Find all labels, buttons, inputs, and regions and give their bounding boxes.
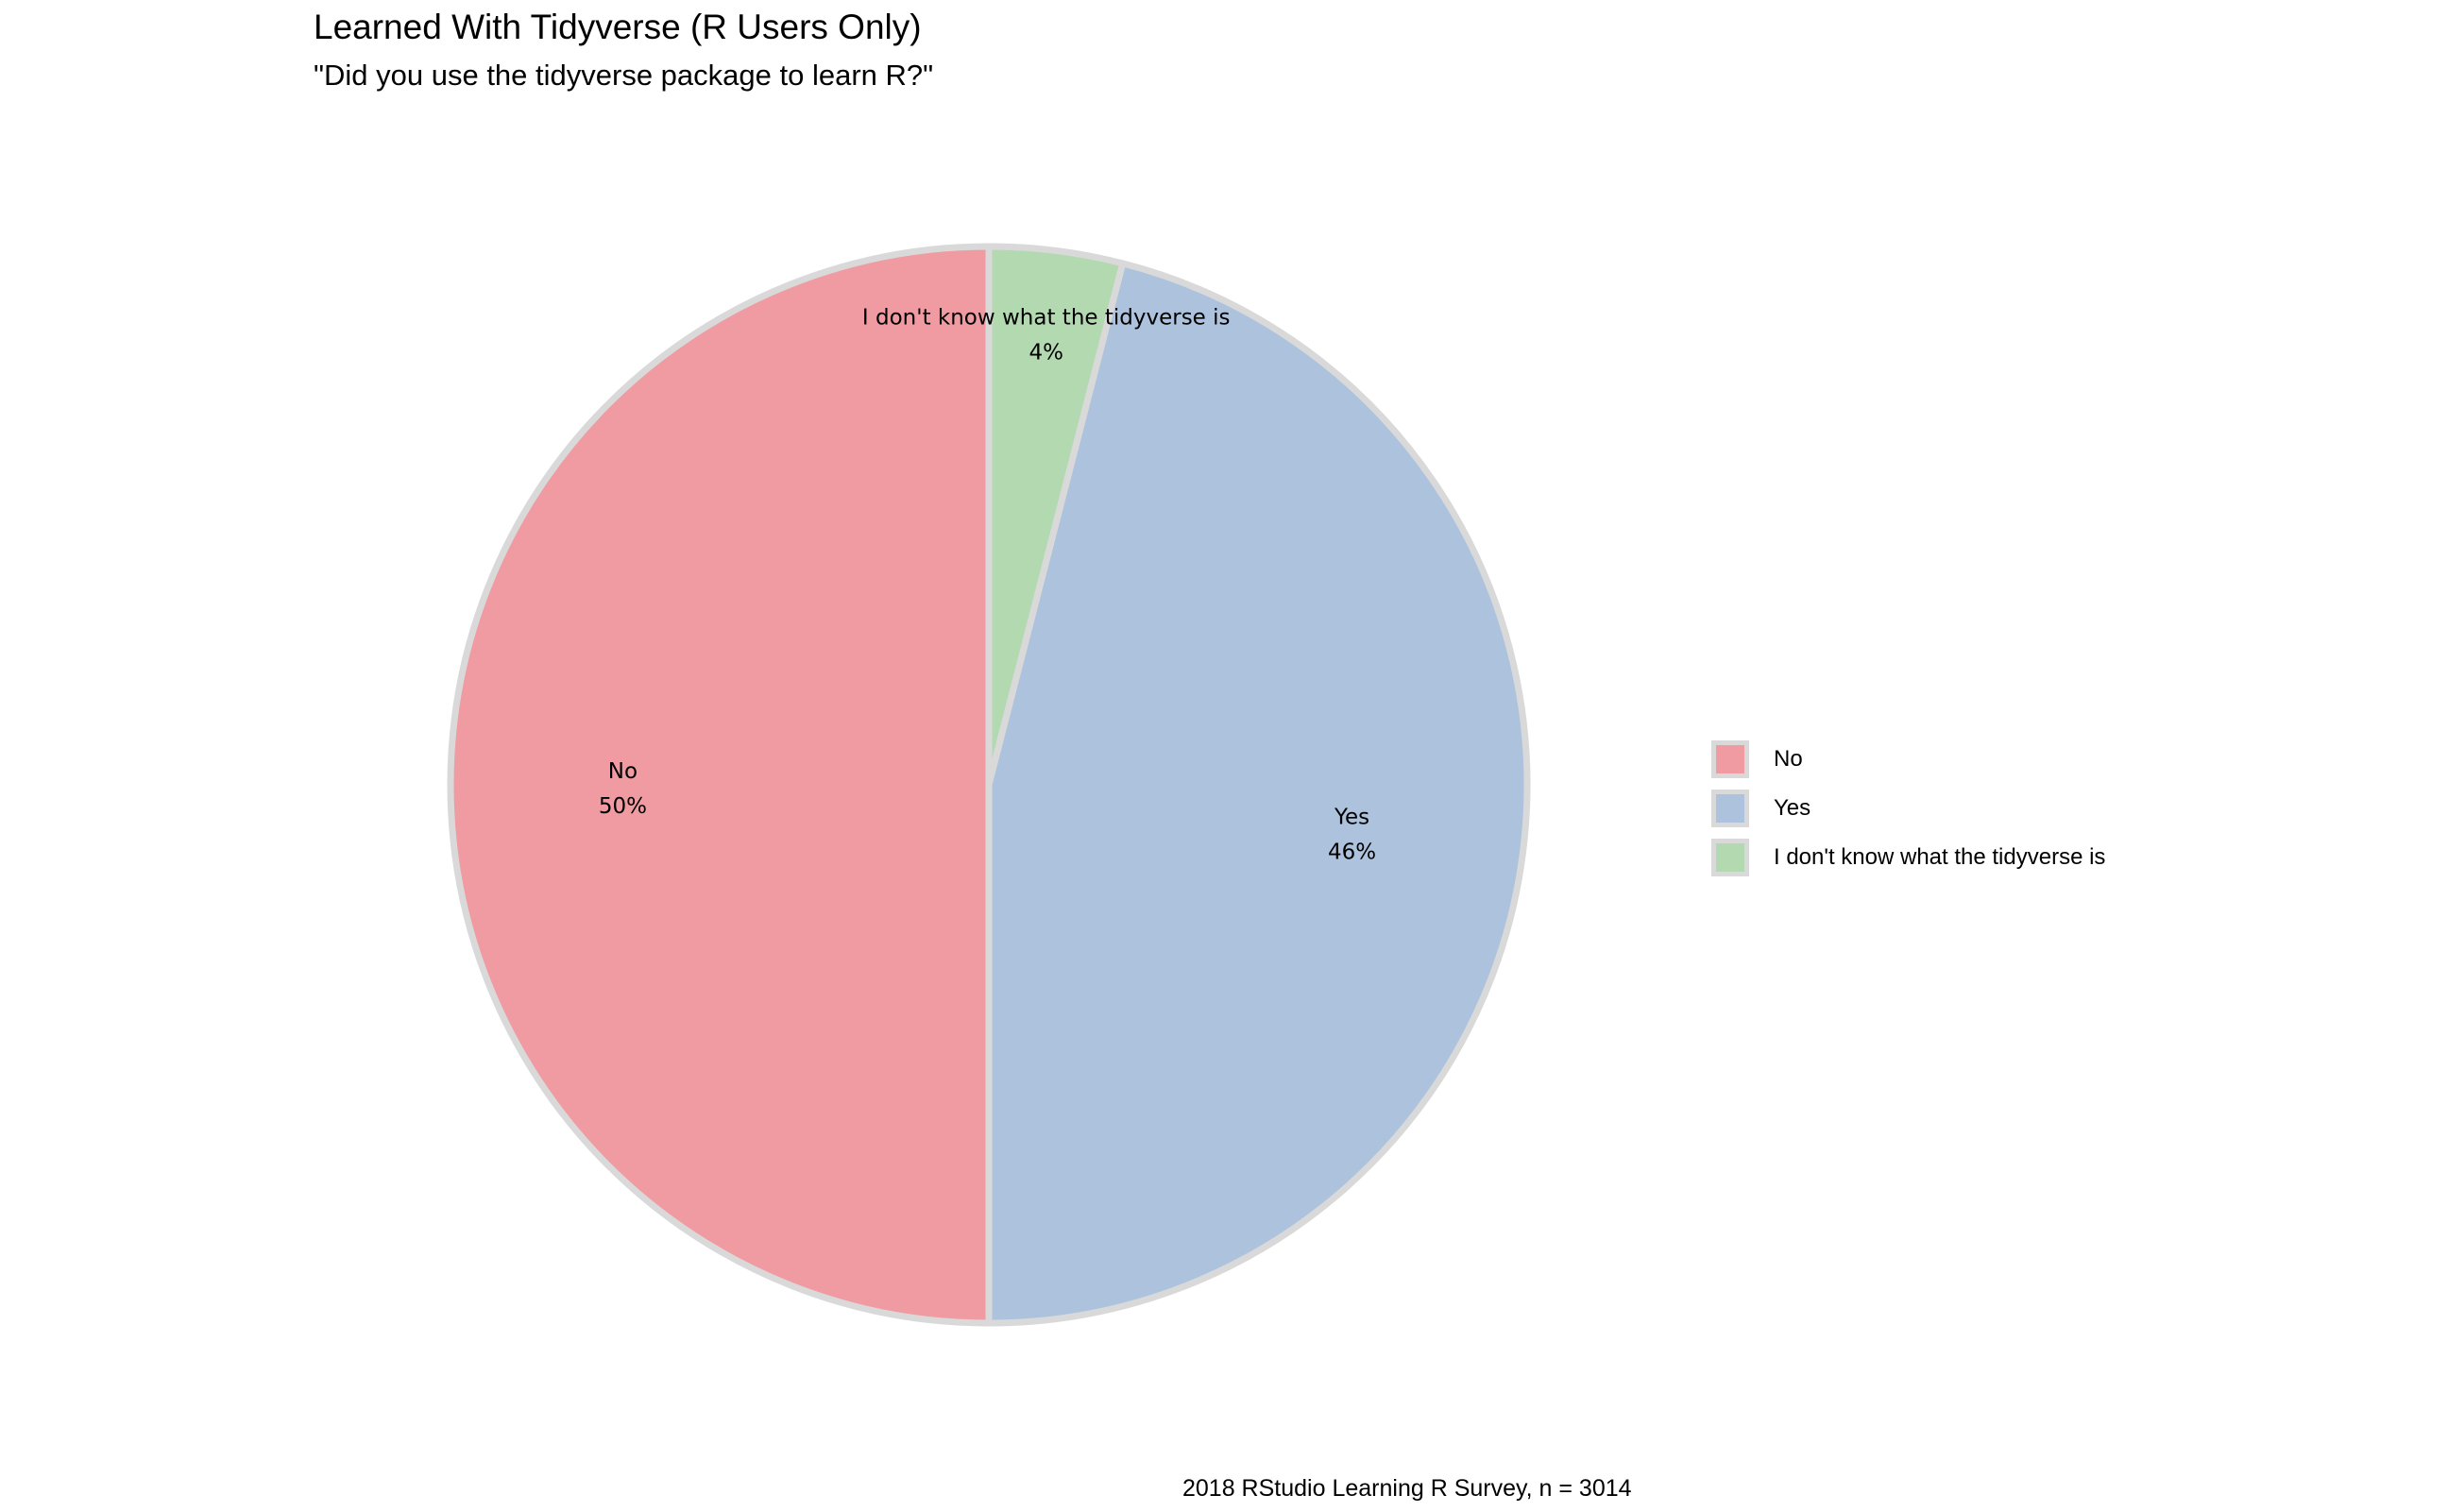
legend-label-dont-know: I don't know what the tidyverse is (1774, 844, 2106, 870)
legend-item-dont-know: I don't know what the tidyverse is (1711, 833, 2105, 882)
legend-key-yes (1711, 790, 1749, 827)
pie-slices (447, 243, 1531, 1327)
pie-slice-no (447, 243, 993, 1327)
legend-key-no (1711, 740, 1749, 778)
slice-value-label-yes: 46% (1328, 841, 1376, 865)
chart-title: Learned With Tidyverse (R Users Only) (314, 8, 922, 46)
legend-item-no: No (1711, 735, 2105, 784)
pie-labels: I don't know what the tidyverse is 4% Yes 4… (599, 305, 1376, 864)
slice-label-no: No (608, 759, 638, 784)
legend-item-yes: Yes (1711, 784, 2105, 833)
pie-slice-yes (985, 260, 1531, 1327)
legend-label-yes: Yes (1774, 795, 1811, 821)
slice-label-i-don-t-know-what-the-tidyverse-is: I don't know what the tidyverse is (862, 305, 1231, 330)
chart-caption: 2018 RStudio Learning R Survey, n = 3014 (1182, 1475, 1632, 1502)
legend: No Yes I don't know what the tidyverse i… (1711, 735, 2105, 882)
legend-label-no: No (1774, 746, 1803, 772)
slice-value-label-i-don-t-know-what-the-tidyverse-is: 4% (1028, 340, 1063, 365)
legend-key-dont-know (1711, 839, 1749, 876)
slice-label-yes: Yes (1334, 806, 1369, 830)
chart-subtitle: "Did you use the tidyverse package to le… (314, 59, 934, 92)
slice-value-label-no: 50% (599, 794, 647, 819)
